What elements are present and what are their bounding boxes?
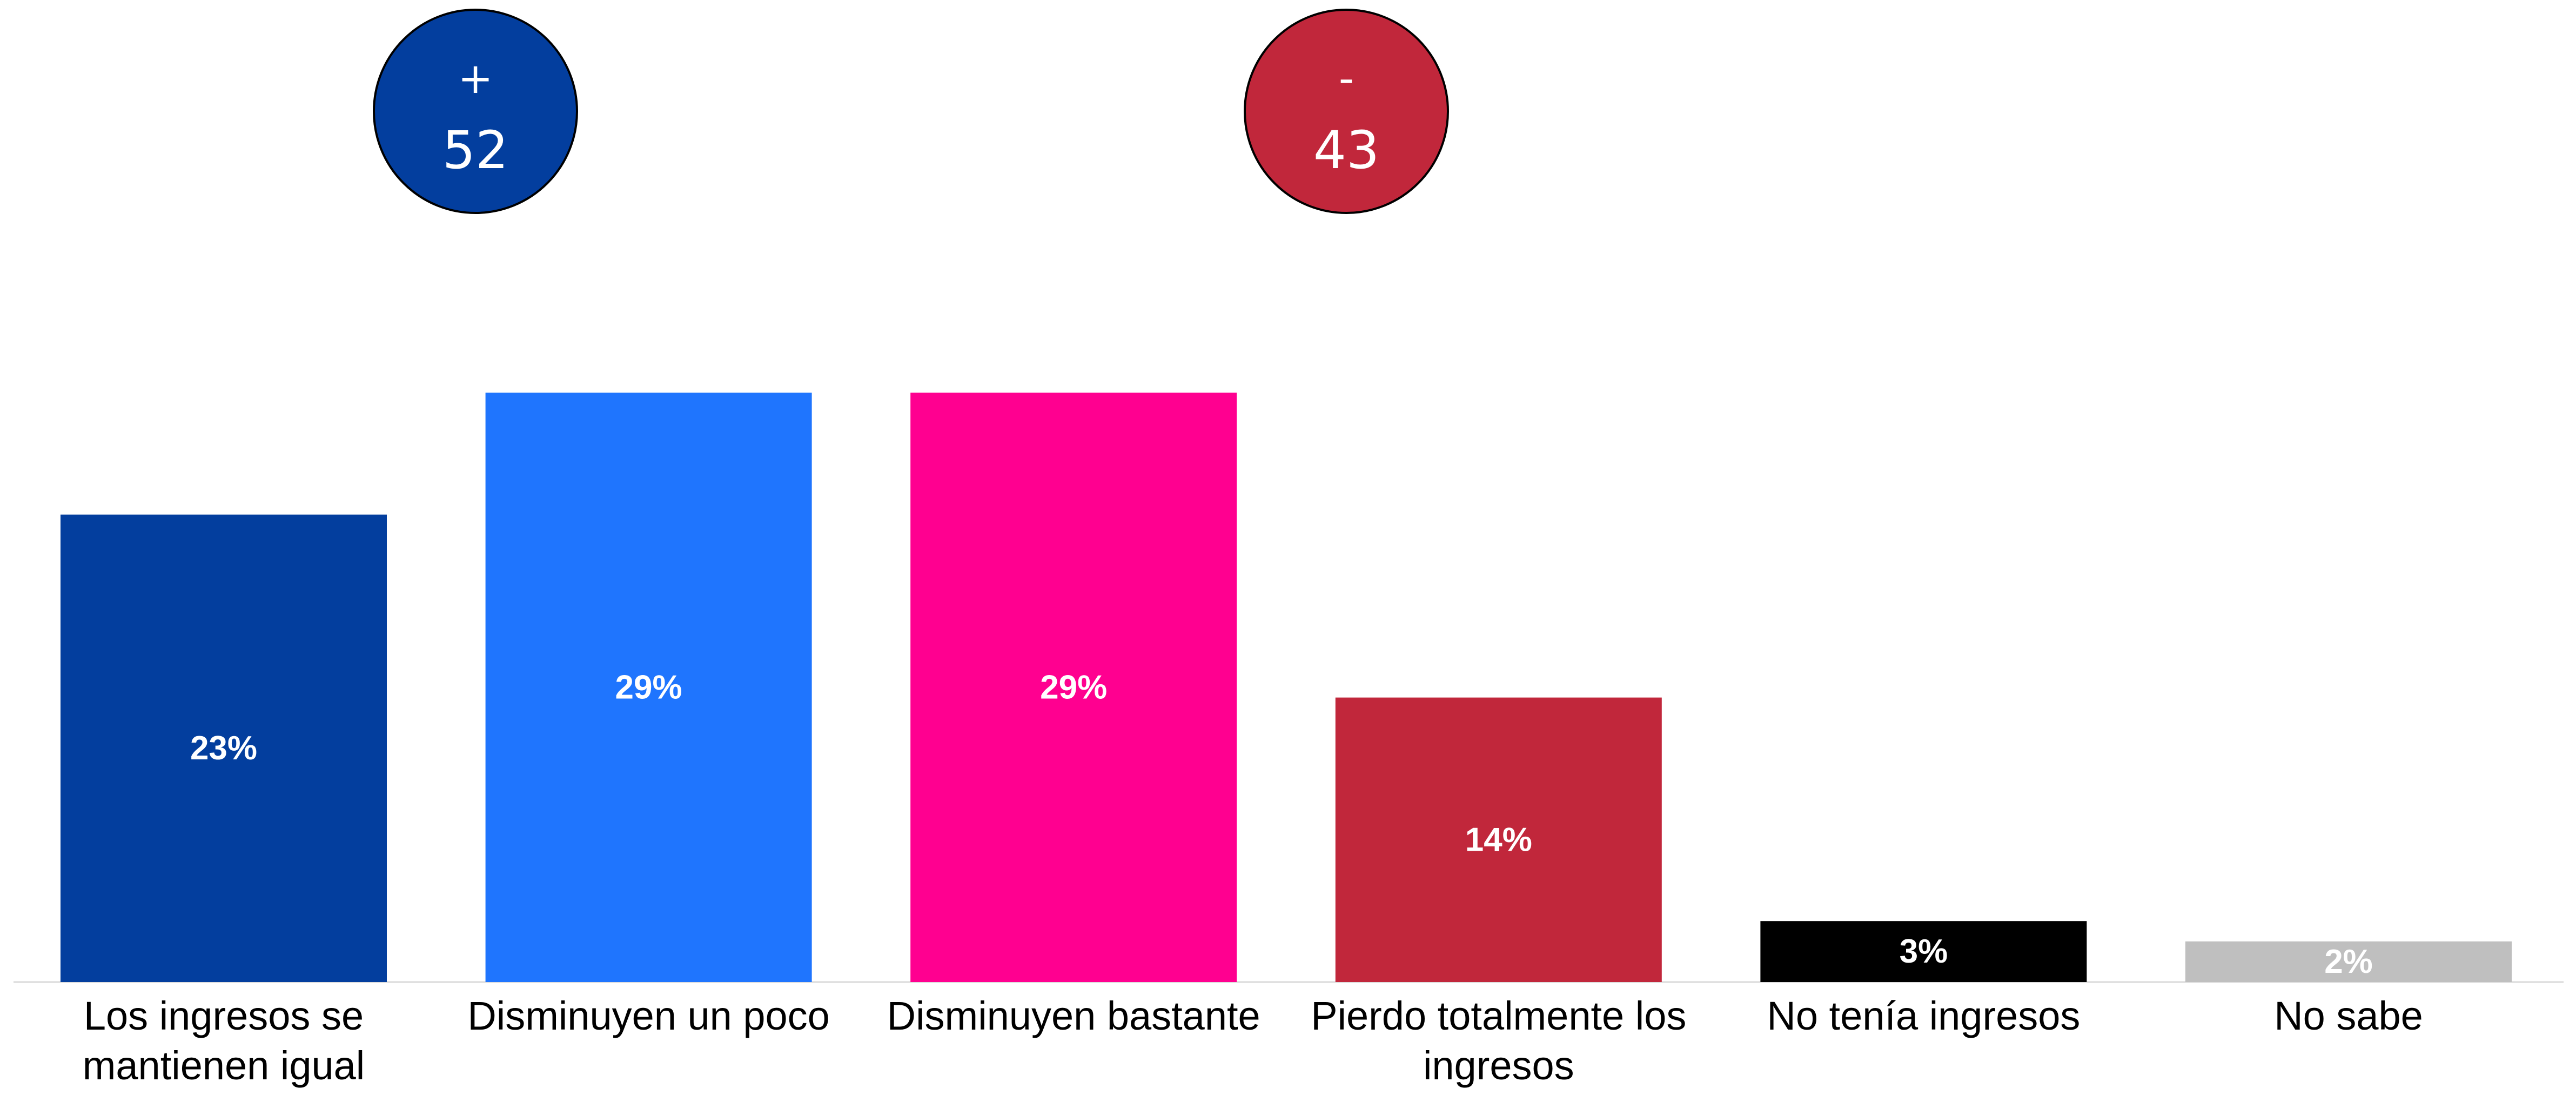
bars-group: 23% Los ingresos se mantienen igual 29% Dism… <box>61 392 2512 1088</box>
category-label-5: No tenía ingresos <box>1767 993 2080 1038</box>
summary-badge-sign-1: + <box>458 55 493 103</box>
bar-value-label-5: 3% <box>1900 933 1948 970</box>
bar-value-label-2: 29% <box>615 669 682 706</box>
summary-badge-2 <box>1244 9 1449 214</box>
category-label-line: No sabe <box>2274 993 2423 1038</box>
category-label-line: No tenía ingresos <box>1767 993 2080 1038</box>
bar-3 <box>910 392 1237 982</box>
category-label-3: Disminuyen bastante <box>887 993 1260 1038</box>
category-label-2: Disminuyen un poco <box>467 993 829 1038</box>
bar-value-label-3: 29% <box>1040 669 1107 706</box>
summary-badge-sign-2: - <box>1339 55 1354 103</box>
summary-badge-1 <box>373 9 578 214</box>
bar-6 <box>2185 941 2512 982</box>
bar-value-label-4: 14% <box>1465 821 1532 858</box>
category-label-line: ingresos <box>1423 1043 1574 1088</box>
category-label-6: No sabe <box>2274 993 2423 1038</box>
bar-value-label-1: 23% <box>190 730 257 767</box>
category-label-line: Los ingresos se <box>84 993 364 1038</box>
category-label-line: Disminuyen bastante <box>887 993 1260 1038</box>
category-label-line: mantienen igual <box>83 1043 365 1088</box>
bar-4 <box>1335 697 1662 982</box>
bar-1 <box>61 515 387 982</box>
summary-badge-value-2: 43 <box>1313 120 1379 181</box>
category-label-line: Disminuyen un poco <box>467 993 829 1038</box>
category-label-1: Los ingresos se mantienen igual <box>83 993 365 1088</box>
category-label-4: Pierdo totalmente los ingresos <box>1311 993 1686 1088</box>
summary-badges: +52 - 43 <box>373 9 1449 214</box>
bar-value-label-6: 2% <box>2324 943 2373 980</box>
category-label-line: Pierdo totalmente los <box>1311 993 1686 1038</box>
bar-5 <box>1760 921 2087 982</box>
summary-badge-value-1: 52 <box>442 120 508 181</box>
bar-2 <box>485 392 812 982</box>
